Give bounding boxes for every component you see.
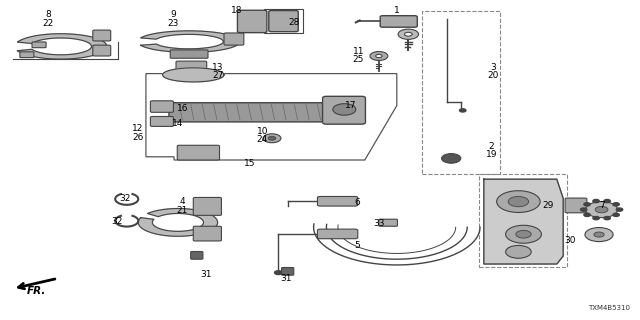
Text: 24: 24	[257, 135, 268, 144]
Circle shape	[580, 208, 587, 211]
Text: 13: 13	[212, 63, 223, 72]
FancyBboxPatch shape	[32, 42, 46, 48]
Circle shape	[370, 52, 388, 60]
Circle shape	[604, 217, 611, 220]
Text: 32: 32	[120, 194, 131, 203]
Text: 19: 19	[486, 150, 497, 159]
Text: 18: 18	[231, 6, 243, 15]
Text: 6: 6	[355, 198, 360, 207]
FancyBboxPatch shape	[150, 101, 173, 112]
Text: 33: 33	[373, 219, 385, 228]
Polygon shape	[484, 179, 563, 264]
Text: 27: 27	[212, 71, 223, 80]
Circle shape	[593, 217, 599, 220]
Circle shape	[460, 109, 466, 112]
Text: FR.: FR.	[27, 286, 46, 296]
FancyBboxPatch shape	[150, 116, 173, 126]
Bar	[264, 9, 303, 33]
Circle shape	[404, 32, 412, 36]
Text: 28: 28	[289, 18, 300, 27]
Circle shape	[333, 104, 356, 115]
Text: 29: 29	[542, 201, 554, 210]
Text: 8: 8	[45, 10, 51, 19]
Text: 23: 23	[167, 19, 179, 28]
Text: 21: 21	[177, 206, 188, 215]
Circle shape	[506, 245, 531, 258]
Text: 32: 32	[111, 217, 123, 226]
FancyBboxPatch shape	[193, 226, 221, 241]
Text: 7: 7	[599, 201, 604, 210]
Text: 30: 30	[564, 236, 575, 245]
FancyBboxPatch shape	[317, 229, 358, 239]
Polygon shape	[163, 68, 224, 82]
Circle shape	[586, 202, 618, 218]
Circle shape	[268, 136, 276, 140]
Text: 15: 15	[244, 159, 255, 168]
Circle shape	[616, 208, 623, 211]
Bar	[422, 11, 500, 174]
Circle shape	[584, 203, 590, 206]
Circle shape	[398, 29, 419, 39]
Circle shape	[263, 134, 281, 143]
Circle shape	[508, 196, 529, 207]
FancyBboxPatch shape	[93, 30, 111, 41]
Polygon shape	[17, 34, 107, 59]
Circle shape	[585, 228, 613, 242]
Text: 26: 26	[132, 133, 143, 142]
FancyBboxPatch shape	[93, 45, 111, 56]
Text: 12: 12	[132, 124, 143, 133]
Text: 9: 9	[170, 10, 175, 19]
Text: 5: 5	[355, 241, 360, 250]
Circle shape	[584, 213, 590, 216]
Circle shape	[506, 225, 541, 243]
FancyBboxPatch shape	[282, 268, 294, 275]
Text: 2: 2	[489, 142, 494, 151]
FancyBboxPatch shape	[565, 198, 587, 213]
Circle shape	[613, 203, 620, 206]
Polygon shape	[141, 31, 240, 52]
Text: 14: 14	[172, 119, 184, 128]
Text: 16: 16	[177, 104, 188, 113]
FancyBboxPatch shape	[20, 52, 34, 58]
FancyBboxPatch shape	[237, 10, 267, 33]
Text: 4: 4	[180, 197, 185, 206]
FancyBboxPatch shape	[380, 16, 417, 27]
Bar	[479, 174, 567, 267]
FancyBboxPatch shape	[176, 61, 207, 72]
FancyBboxPatch shape	[269, 11, 298, 32]
FancyBboxPatch shape	[323, 96, 365, 124]
Circle shape	[604, 199, 611, 203]
Text: 1: 1	[394, 6, 399, 15]
FancyBboxPatch shape	[193, 197, 221, 215]
Circle shape	[595, 206, 608, 213]
Text: 11: 11	[353, 47, 364, 56]
Circle shape	[516, 230, 531, 238]
Circle shape	[613, 213, 620, 216]
Text: TXM4B5310: TXM4B5310	[588, 305, 630, 311]
Text: 20: 20	[487, 71, 499, 80]
Text: 10: 10	[257, 127, 268, 136]
FancyBboxPatch shape	[177, 145, 220, 160]
Text: 25: 25	[353, 55, 364, 64]
FancyBboxPatch shape	[191, 252, 203, 259]
Circle shape	[497, 191, 540, 212]
Circle shape	[594, 232, 604, 237]
Text: 22: 22	[42, 19, 54, 28]
FancyBboxPatch shape	[170, 50, 208, 58]
Circle shape	[275, 271, 282, 275]
Circle shape	[442, 154, 461, 163]
FancyBboxPatch shape	[317, 196, 358, 206]
Circle shape	[376, 54, 382, 58]
Text: 17: 17	[345, 101, 356, 110]
Polygon shape	[138, 209, 218, 236]
FancyBboxPatch shape	[224, 33, 244, 45]
Circle shape	[593, 199, 599, 203]
Text: 31: 31	[280, 274, 292, 283]
Text: 31: 31	[200, 270, 212, 279]
FancyBboxPatch shape	[169, 103, 337, 122]
Text: 3: 3	[490, 63, 495, 72]
FancyBboxPatch shape	[379, 219, 397, 226]
